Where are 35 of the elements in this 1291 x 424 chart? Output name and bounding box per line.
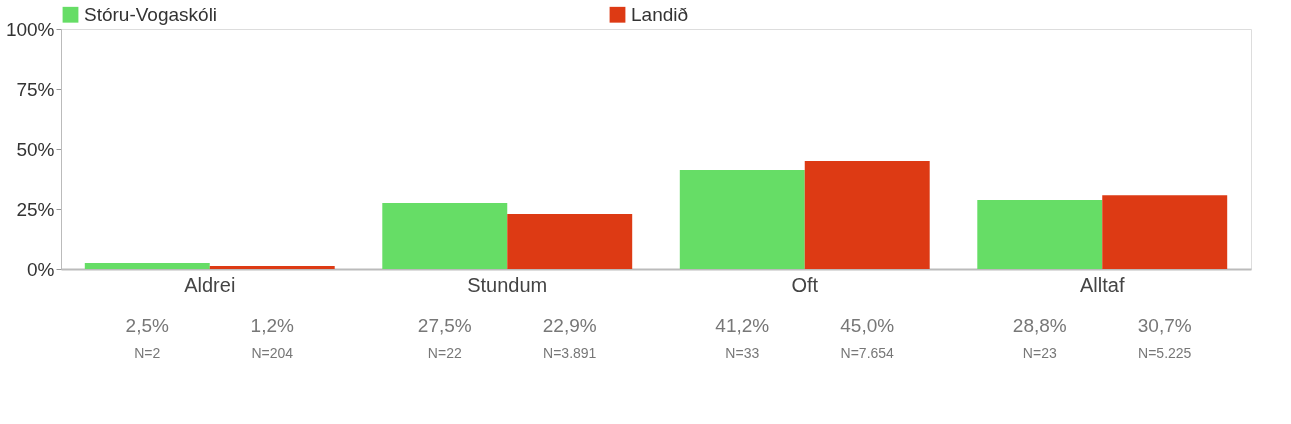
legend-label: Stóru-Vogaskóli — [84, 3, 218, 25]
bar — [209, 266, 335, 269]
y-tick-label: 50% — [16, 138, 55, 160]
y-tick-label: 0% — [27, 258, 55, 280]
bar — [1102, 195, 1228, 269]
text: N=22 — [427, 345, 462, 361]
text: N=204 — [251, 345, 294, 361]
bar — [382, 203, 508, 269]
data-label: 28,8% — [1012, 315, 1067, 336]
data-label: 41,2% — [715, 315, 770, 336]
bar — [804, 161, 930, 269]
x-tick-label: Stundum — [467, 273, 548, 296]
text: N=33 — [725, 345, 760, 361]
data-label: 30,7% — [1137, 315, 1192, 336]
x-tick-label: Alltaf — [1080, 273, 1125, 296]
data-label: 2,5% — [125, 315, 170, 336]
data-label: 45,0% — [840, 315, 895, 336]
x-tick-label: Oft — [791, 273, 819, 296]
bar — [84, 263, 210, 269]
text: N=23 — [1022, 345, 1057, 361]
text: N=3.891 — [543, 345, 597, 361]
data-label: 22,9% — [542, 315, 597, 336]
bar — [507, 214, 633, 269]
data-label: 1,2% — [250, 315, 294, 336]
legend-label: Landið — [631, 3, 689, 25]
text: N=7.654 — [840, 345, 895, 361]
y-tick-label: 75% — [16, 78, 55, 100]
bar — [679, 170, 805, 269]
y-tick-label: 100% — [5, 18, 55, 40]
x-tick-label: Aldrei — [184, 273, 236, 296]
text: N=2 — [134, 345, 161, 361]
text: N=5.225 — [1138, 345, 1192, 361]
bar — [977, 199, 1103, 269]
y-tick-label: 25% — [16, 198, 55, 220]
data-label: 27,5% — [417, 315, 472, 336]
